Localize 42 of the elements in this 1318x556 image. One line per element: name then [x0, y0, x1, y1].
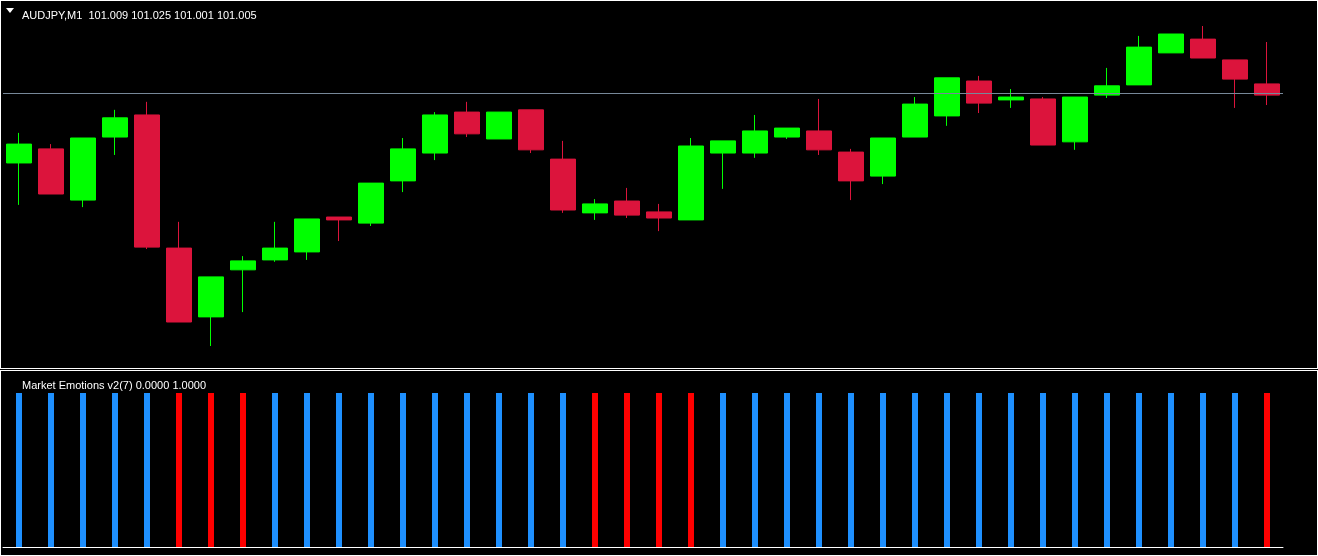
candlestick [390, 137, 416, 193]
candlestick [6, 132, 32, 206]
candlestick [1094, 67, 1120, 99]
candlestick [1126, 35, 1152, 86]
candlestick [870, 137, 896, 185]
candlestick [70, 137, 96, 208]
chart-title: AUDJPY,M1 101.009 101.025 101.001 101.005 [22, 8, 257, 21]
candlestick [230, 255, 256, 313]
candlestick [358, 182, 384, 227]
candlestick [902, 96, 928, 138]
candlestick [998, 88, 1024, 109]
candlestick [646, 203, 672, 232]
candlestick [134, 101, 160, 250]
candlestick [1030, 96, 1056, 146]
candlestick [422, 111, 448, 161]
candlestick [38, 143, 64, 195]
candlestick [966, 75, 992, 114]
candlestick [838, 148, 864, 201]
candlestick [1158, 33, 1184, 54]
candlestick [934, 77, 960, 127]
candlestick [582, 198, 608, 221]
candlestick [710, 140, 736, 190]
candlestick [806, 98, 832, 156]
candlestick [1254, 41, 1280, 106]
candlestick [550, 140, 576, 214]
candlestick [742, 114, 768, 159]
candlestick [198, 276, 224, 347]
candlestick [486, 111, 512, 140]
candlestick [1190, 25, 1216, 59]
candlestick [614, 187, 640, 219]
candlestick [518, 109, 544, 154]
candlestick [294, 218, 320, 261]
candlestick [326, 216, 352, 242]
candlestick [454, 101, 480, 138]
candlestick [262, 221, 288, 263]
chart-title: Market Emotions v2(7) 0.0000 1.0000 [22, 378, 207, 391]
candlestick [1062, 96, 1088, 151]
candlestick [1222, 59, 1248, 109]
candlestick [102, 109, 128, 156]
candlestick [774, 127, 800, 140]
candlestick [678, 137, 704, 221]
candlestick [166, 221, 192, 323]
